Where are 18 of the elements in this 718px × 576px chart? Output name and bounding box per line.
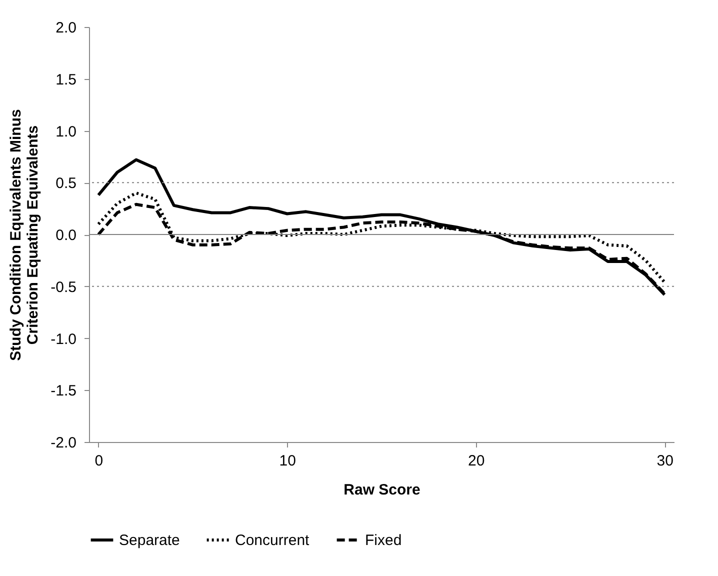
x-tick-label: 20 <box>468 452 485 470</box>
y-axis-title: Study Condition Equivalents Minus Criterion Equating Equivalents <box>8 109 42 361</box>
legend-label: Separate <box>119 532 180 549</box>
x-axis-title: Raw Score <box>344 482 420 498</box>
y-tick-label: -0.5 <box>50 278 76 296</box>
x-tick-label: 0 <box>94 452 104 470</box>
x-tick-label: 10 <box>279 452 296 470</box>
legend-label: Concurrent <box>235 532 310 549</box>
y-tick-label: -2.0 <box>50 434 76 452</box>
y-tick-label: 2.0 <box>56 20 76 36</box>
y-tick-label: 0.5 <box>56 175 76 192</box>
y-tick-label: 0.0 <box>56 227 76 244</box>
y-tick-label: -1.5 <box>50 382 76 400</box>
y-tick-label: 1.5 <box>56 71 76 88</box>
y-tick-label: 1.0 <box>56 123 76 140</box>
y-tick-label: -1.0 <box>50 330 76 348</box>
legend-label: Fixed <box>365 532 402 549</box>
x-tick-label: 30 <box>656 452 674 470</box>
